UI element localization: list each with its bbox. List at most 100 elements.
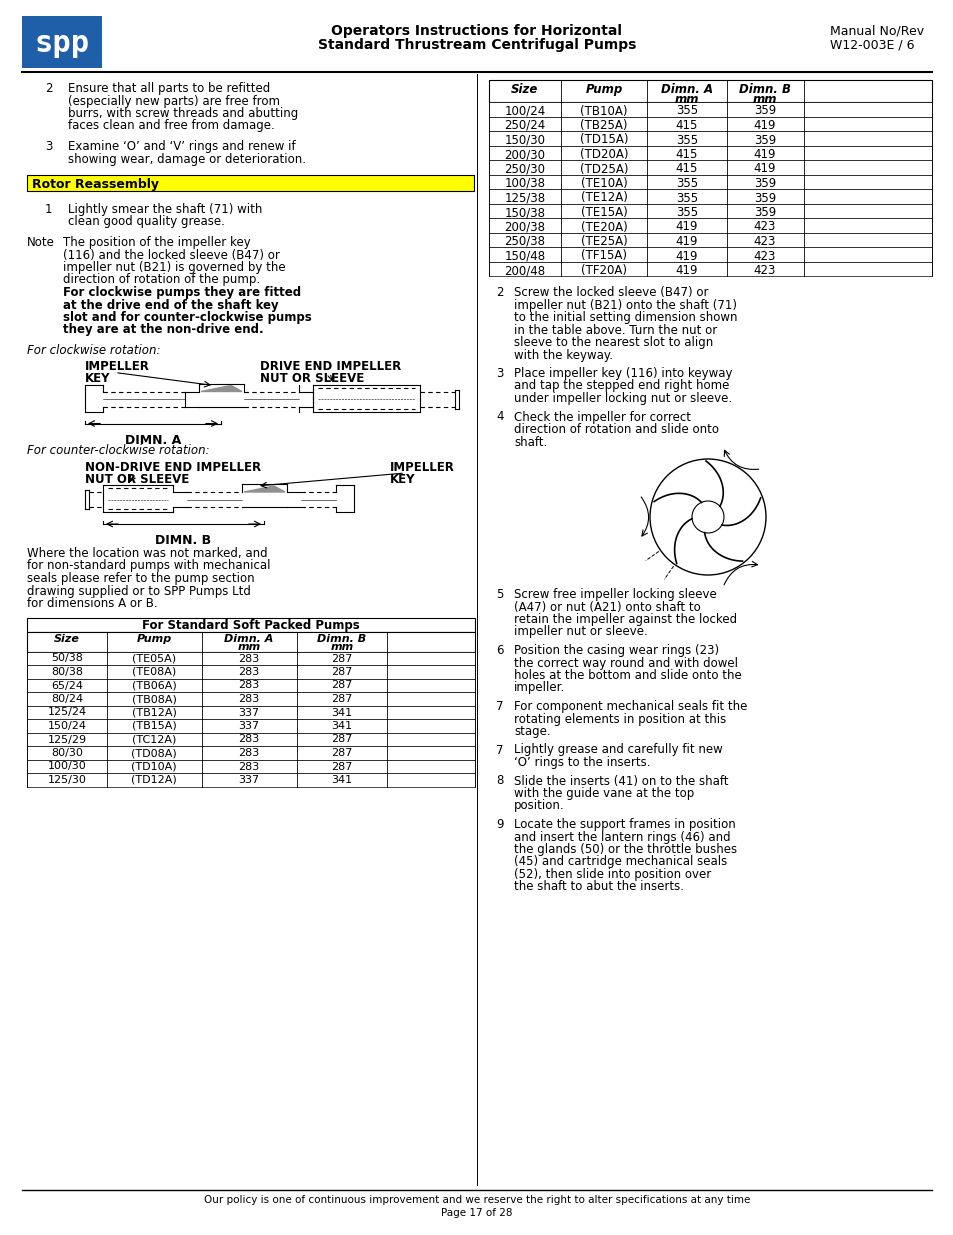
Bar bbox=[489, 247, 931, 262]
Text: Lightly smear the shaft (71) with: Lightly smear the shaft (71) with bbox=[68, 203, 262, 216]
Bar bbox=[27, 678, 475, 692]
Text: 7: 7 bbox=[496, 700, 503, 713]
Text: Examine ‘O’ and ‘V’ rings and renew if: Examine ‘O’ and ‘V’ rings and renew if bbox=[68, 140, 295, 153]
Text: 3: 3 bbox=[496, 367, 503, 380]
Text: 359: 359 bbox=[753, 206, 776, 219]
Text: 50/38: 50/38 bbox=[51, 653, 83, 663]
Text: 359: 359 bbox=[753, 105, 776, 117]
Bar bbox=[27, 631, 475, 652]
Text: direction of rotation of the pump.: direction of rotation of the pump. bbox=[63, 273, 260, 287]
Text: (TD15A): (TD15A) bbox=[579, 133, 628, 147]
Text: Note: Note bbox=[27, 236, 55, 249]
Text: DIMN. A: DIMN. A bbox=[125, 433, 181, 447]
Bar bbox=[489, 219, 931, 232]
Bar bbox=[489, 262, 931, 275]
Text: 7: 7 bbox=[496, 743, 503, 757]
Text: (TE05A): (TE05A) bbox=[132, 653, 176, 663]
Text: (TB15A): (TB15A) bbox=[132, 721, 176, 731]
Bar bbox=[27, 652, 475, 664]
Text: impeller nut or sleeve.: impeller nut or sleeve. bbox=[514, 625, 647, 638]
Text: Place impeller key (116) into keyway: Place impeller key (116) into keyway bbox=[514, 367, 732, 380]
Bar bbox=[489, 116, 931, 131]
Text: Screw the locked sleeve (B47) or: Screw the locked sleeve (B47) or bbox=[514, 287, 708, 299]
Bar bbox=[27, 760, 475, 773]
Bar bbox=[27, 664, 475, 678]
Text: 200/38: 200/38 bbox=[504, 221, 545, 233]
Text: 287: 287 bbox=[331, 762, 353, 772]
Text: rotating elements in position at this: rotating elements in position at this bbox=[514, 713, 725, 725]
Text: 8: 8 bbox=[496, 774, 503, 788]
Text: to the initial setting dimension shown: to the initial setting dimension shown bbox=[514, 311, 737, 324]
Text: 419: 419 bbox=[753, 163, 776, 175]
Text: Dimn. A: Dimn. A bbox=[224, 634, 274, 643]
Text: (TD20A): (TD20A) bbox=[579, 148, 628, 161]
Text: drawing supplied or to SPP Pumps Ltd: drawing supplied or to SPP Pumps Ltd bbox=[27, 584, 251, 598]
Text: seals please refer to the pump section: seals please refer to the pump section bbox=[27, 572, 254, 585]
Text: 419: 419 bbox=[675, 235, 698, 248]
Bar bbox=[27, 719, 475, 732]
Text: they are at the non-drive end.: they are at the non-drive end. bbox=[63, 324, 263, 336]
Text: KEY: KEY bbox=[390, 473, 416, 487]
Text: 287: 287 bbox=[331, 680, 353, 690]
Text: faces clean and free from damage.: faces clean and free from damage. bbox=[68, 120, 274, 132]
Text: 1: 1 bbox=[45, 203, 52, 216]
Text: 9: 9 bbox=[496, 818, 503, 831]
Text: (especially new parts) are free from: (especially new parts) are free from bbox=[68, 95, 280, 107]
Text: 415: 415 bbox=[675, 148, 698, 161]
Text: (TE15A): (TE15A) bbox=[580, 206, 627, 219]
Text: Our policy is one of continuous improvement and we reserve the right to alter sp: Our policy is one of continuous improvem… bbox=[204, 1195, 749, 1205]
Text: Size: Size bbox=[511, 83, 538, 96]
Text: 341: 341 bbox=[331, 776, 353, 785]
Text: Check the impeller for correct: Check the impeller for correct bbox=[514, 410, 690, 424]
Text: 341: 341 bbox=[331, 721, 353, 731]
Text: 423: 423 bbox=[753, 264, 776, 277]
Text: and tap the stepped end right home: and tap the stepped end right home bbox=[514, 379, 729, 393]
Text: 341: 341 bbox=[331, 708, 353, 718]
Text: 359: 359 bbox=[753, 177, 776, 190]
Text: Page 17 of 28: Page 17 of 28 bbox=[441, 1208, 512, 1218]
Text: (TD12A): (TD12A) bbox=[131, 776, 176, 785]
Text: with the keyway.: with the keyway. bbox=[514, 348, 613, 362]
Text: 150/30: 150/30 bbox=[504, 133, 545, 147]
Text: 287: 287 bbox=[331, 667, 353, 677]
Text: under impeller locking nut or sleeve.: under impeller locking nut or sleeve. bbox=[514, 391, 731, 405]
Text: 283: 283 bbox=[238, 653, 259, 663]
Text: 125/30: 125/30 bbox=[48, 776, 87, 785]
Text: IMPELLER: IMPELLER bbox=[390, 461, 455, 474]
Bar bbox=[489, 189, 931, 204]
Text: (TD10A): (TD10A) bbox=[132, 762, 176, 772]
Text: 287: 287 bbox=[331, 653, 353, 663]
Text: 423: 423 bbox=[753, 235, 776, 248]
Text: 100/38: 100/38 bbox=[504, 177, 545, 190]
Text: Locate the support frames in position: Locate the support frames in position bbox=[514, 818, 735, 831]
Text: 283: 283 bbox=[238, 762, 259, 772]
Text: 287: 287 bbox=[331, 694, 353, 704]
Text: with the guide vane at the top: with the guide vane at the top bbox=[514, 787, 694, 800]
Text: (116) and the locked sleeve (B47) or: (116) and the locked sleeve (B47) or bbox=[63, 248, 279, 262]
Text: 4: 4 bbox=[496, 410, 503, 424]
Text: Dimn. B: Dimn. B bbox=[317, 634, 366, 643]
Text: (TE20A): (TE20A) bbox=[580, 221, 627, 233]
Text: (TD08A): (TD08A) bbox=[131, 748, 176, 758]
Text: mm: mm bbox=[330, 642, 354, 652]
Text: 419: 419 bbox=[675, 249, 698, 263]
Text: the correct way round and with dowel: the correct way round and with dowel bbox=[514, 657, 738, 669]
Text: 125/38: 125/38 bbox=[504, 191, 545, 205]
Text: 2: 2 bbox=[45, 82, 52, 95]
Text: mm: mm bbox=[237, 642, 260, 652]
Text: 283: 283 bbox=[238, 735, 259, 745]
Text: For clockwise rotation:: For clockwise rotation: bbox=[27, 345, 160, 357]
Text: 283: 283 bbox=[238, 680, 259, 690]
Text: (TE25A): (TE25A) bbox=[580, 235, 627, 248]
Text: 6: 6 bbox=[496, 643, 503, 657]
Bar bbox=[489, 103, 931, 116]
Text: (TC12A): (TC12A) bbox=[132, 735, 176, 745]
Text: direction of rotation and slide onto: direction of rotation and slide onto bbox=[514, 424, 719, 436]
Text: For Standard Soft Packed Pumps: For Standard Soft Packed Pumps bbox=[142, 620, 359, 632]
Text: 80/38: 80/38 bbox=[51, 667, 83, 677]
Text: Pump: Pump bbox=[136, 634, 172, 643]
Text: impeller nut (B21) onto the shaft (71): impeller nut (B21) onto the shaft (71) bbox=[514, 299, 737, 311]
Text: (TB06A): (TB06A) bbox=[132, 680, 176, 690]
Text: (TF20A): (TF20A) bbox=[580, 264, 626, 277]
Text: (45) and cartridge mechanical seals: (45) and cartridge mechanical seals bbox=[514, 856, 726, 868]
